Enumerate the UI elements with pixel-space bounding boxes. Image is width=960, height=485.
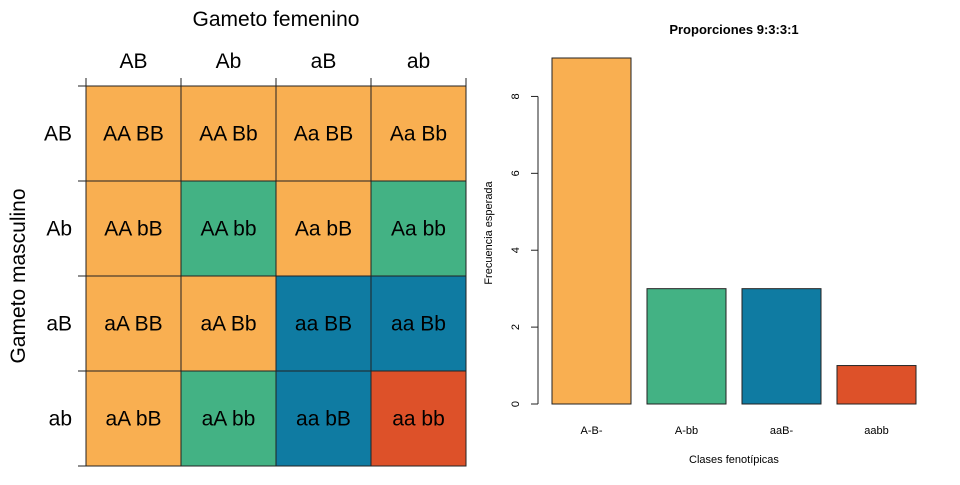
punnett-column-header: AB <box>119 50 147 73</box>
punnett-row-header: ab <box>49 408 72 431</box>
punnett-cell-label: AA BB <box>103 123 164 146</box>
bar-y-tick-label: 0 <box>510 401 522 407</box>
bar-x-tick-label: A-bb <box>675 425 698 437</box>
punnett-row-title: Gameto masculino <box>7 188 30 363</box>
bar-chart-title: Proporciones 9:3:3:1 <box>669 22 798 37</box>
punnett-cell-label: aA bb <box>202 408 256 431</box>
bar <box>836 365 917 405</box>
punnett-column-header: ab <box>407 50 430 73</box>
punnett-row-header: AB <box>44 123 72 146</box>
punnett-cell <box>85 370 182 467</box>
bar-chart: Proporciones 9:3:3:1 Clases fenotípicas … <box>483 22 917 466</box>
punnett-cell <box>85 85 182 182</box>
punnett-cell-label: aA Bb <box>200 313 256 336</box>
punnett-cell-label: AA bb <box>200 218 256 241</box>
punnett-cell-label: aA bB <box>105 408 161 431</box>
punnett-cell-label: aa BB <box>295 313 352 336</box>
punnett-square: Gameto femenino Gameto masculino AA BB AA… <box>7 8 467 467</box>
punnett-cell <box>85 180 182 277</box>
punnett-cell <box>180 85 277 182</box>
punnett-cell <box>180 275 277 372</box>
bar <box>646 288 727 405</box>
punnett-column-header: aB <box>311 50 337 73</box>
bar-x-tick-label: A-B- <box>581 425 603 437</box>
bar <box>741 288 822 405</box>
bar <box>551 57 632 405</box>
punnett-cell-label: aA BB <box>104 313 162 336</box>
bar-y-tick-label: 4 <box>510 247 522 253</box>
bar-x-tick-label: aaB- <box>770 425 794 437</box>
punnett-column-header: Ab <box>216 50 242 73</box>
punnett-cell-label: AA bB <box>104 218 162 241</box>
bar-y-tick-label: 6 <box>510 170 522 176</box>
punnett-cell <box>180 180 277 277</box>
punnett-cell-label: Aa bb <box>391 218 446 241</box>
punnett-cell-label: aa bB <box>296 408 351 431</box>
bar-y-tick-label: 8 <box>510 93 522 99</box>
bar-chart-x-label: Clases fenotípicas <box>689 454 779 466</box>
punnett-cell-label: aa Bb <box>391 313 446 336</box>
punnett-cell-label: aa bb <box>392 408 445 431</box>
punnett-cell-label: Aa BB <box>294 123 354 146</box>
punnett-cell <box>370 85 467 182</box>
punnett-row-header: aB <box>46 313 72 336</box>
bar-y-tick-label: 2 <box>510 324 522 330</box>
punnett-cell <box>180 370 277 467</box>
punnett-cell <box>275 370 372 467</box>
bar-chart-y-label: Frecuencia esperada <box>483 180 495 284</box>
bar-x-tick-label: aabb <box>864 425 888 437</box>
punnett-cell-label: Aa Bb <box>390 123 447 146</box>
punnett-cell <box>370 180 467 277</box>
punnett-cell <box>370 370 467 467</box>
punnett-cell-label: AA Bb <box>199 123 257 146</box>
punnett-cell <box>275 85 372 182</box>
punnett-cell <box>370 275 467 372</box>
punnett-column-title: Gameto femenino <box>193 8 360 31</box>
punnett-row-header: Ab <box>46 218 72 241</box>
punnett-cell-label: Aa bB <box>295 218 352 241</box>
